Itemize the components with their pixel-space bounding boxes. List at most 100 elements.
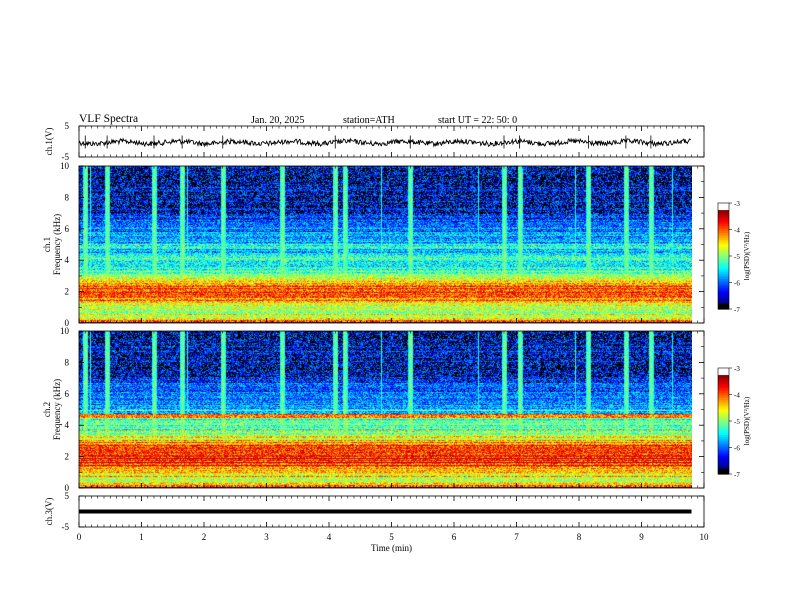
ch2-colorbar-swatch xyxy=(718,452,729,456)
ch2-colorbar-swatch xyxy=(718,461,729,464)
ch1-colorbar-swatch xyxy=(718,213,729,216)
ch1-colorbar-swatch xyxy=(718,217,729,220)
ch2-colorbar-swatch xyxy=(718,387,729,390)
ch1-colorbar-swatch xyxy=(718,210,729,213)
ch3-waveform-ytick-label: 5 xyxy=(65,491,70,501)
ch1-colorbar-swatch xyxy=(718,211,729,215)
x-tick-label: 1 xyxy=(139,532,144,542)
ch2-colorbar-swatch xyxy=(718,375,729,378)
x-tick-label: 6 xyxy=(452,532,457,542)
ch2-colorbar-swatch xyxy=(718,426,729,429)
x-tick-label: 9 xyxy=(639,532,644,542)
ch1-colorbar-swatch xyxy=(718,236,729,239)
ch1-colorbar-swatch xyxy=(718,256,729,259)
ch2-colorbar-swatch xyxy=(718,433,729,436)
ch1-colorbar-swatch xyxy=(718,261,729,264)
ch1-colorbar-swatch xyxy=(718,275,729,278)
ch1-colorbar-swatch xyxy=(718,271,729,275)
x-tick-label: 2 xyxy=(202,532,207,542)
ch2-colorbar-swatch xyxy=(718,443,729,447)
ch2-colorbar-swatch xyxy=(718,373,729,376)
ch3-waveform-ytick-label: -5 xyxy=(62,522,70,532)
ch1-colorbar-swatch xyxy=(718,204,729,208)
x-tick-label: 5 xyxy=(389,532,394,542)
ch2-colorbar-label: log(PSD)(V²/Hz) xyxy=(743,396,751,445)
ch1-colorbar: -3 -4 -5 -6 -7 log(PSD)(V²/Hz) xyxy=(717,200,751,314)
ch1-colorbar-swatch xyxy=(718,286,729,289)
ch1-colorbar-swatch xyxy=(718,247,729,250)
ch1-colorbar-swatch xyxy=(718,270,729,273)
ch1-colorbar-swatch xyxy=(718,233,729,236)
ch1-colorbar-swatch xyxy=(718,280,729,284)
ch2-colorbar-swatch xyxy=(718,405,729,408)
ch1-colorbar-swatch xyxy=(718,203,729,206)
ch1-colorbar-swatch xyxy=(718,266,729,269)
ch1-colorbar-swatch xyxy=(718,257,729,261)
ch2-colorbar-swatch xyxy=(718,403,729,406)
ch1-spectrogram-ytick-label: 6 xyxy=(65,224,70,234)
ch2-colorbar-swatch xyxy=(718,454,729,457)
ch1-colorbar-swatch xyxy=(718,254,729,257)
ch2-colorbar-swatch xyxy=(718,412,729,415)
ch2-spectrogram-image xyxy=(79,331,692,488)
ch2-colorbar-swatch xyxy=(718,447,729,450)
x-tick-label: 10 xyxy=(700,532,710,542)
ch2-colorbar-swatch xyxy=(718,408,729,411)
ch1-colorbar-swatch xyxy=(718,273,729,277)
start-time-label: start UT = 22: 50: 0 xyxy=(438,115,518,126)
ch2-spectrogram-ytick-label: 10 xyxy=(60,326,70,336)
ch1-colorbar-swatch xyxy=(718,208,729,211)
ch1-colorbar-swatch xyxy=(718,238,729,241)
ch2-spectrogram-ytick-label: 4 xyxy=(65,420,70,430)
ch2-colorbar-swatch xyxy=(718,440,729,443)
ch2-colorbar-swatch xyxy=(718,449,729,452)
time-axis: 0 1 2 3 4 5 6 7 8 9 10 Time (min) xyxy=(77,532,709,553)
ch2-colorbar-swatch xyxy=(718,376,729,380)
ch3-waveform-ylabel: ch.3(V) xyxy=(44,498,54,526)
ch2-colorbar-swatch xyxy=(718,369,729,373)
ch1-colorbar-swatch xyxy=(718,222,729,225)
ch1-colorbar-tick-label: -4 xyxy=(734,227,740,235)
ch1-waveform-ytick-label: 5 xyxy=(65,121,70,131)
ch2-colorbar-swatch xyxy=(718,368,729,371)
ch1-colorbar-tick-label: -7 xyxy=(734,306,740,314)
ch1-colorbar-swatch xyxy=(718,241,729,245)
ch1-spectrogram-ytick-label: 2 xyxy=(65,287,70,297)
ch1-colorbar-swatch xyxy=(718,259,729,262)
ch2-colorbar-swatch xyxy=(718,378,729,381)
ch2-colorbar-swatch xyxy=(718,466,729,470)
ch2-colorbar-swatch xyxy=(718,382,729,385)
ch1-colorbar-swatch xyxy=(718,215,729,218)
ch1-spectrogram-panel: 0 2 4 6 8 10 ch.1 Frequency (kHz) xyxy=(42,161,705,328)
ch2-colorbar-swatch xyxy=(718,428,729,431)
ch1-colorbar-swatch xyxy=(718,284,729,287)
ch1-spectrogram-image xyxy=(79,166,692,323)
ch2-colorbar-swatch xyxy=(718,458,729,461)
ch2-colorbar-swatch xyxy=(718,385,729,389)
ch2-colorbar-tick-label: -3 xyxy=(734,365,740,373)
ch2-colorbar-swatch xyxy=(718,389,729,392)
ch2-colorbar-swatch xyxy=(718,401,729,404)
ch1-colorbar-swatch xyxy=(718,305,729,308)
ch1-colorbar-swatch xyxy=(718,224,729,227)
ch2-colorbar-tick-label: -7 xyxy=(734,471,740,479)
ch2-colorbar-swatch xyxy=(718,451,729,454)
ch2-colorbar-swatch xyxy=(718,417,729,420)
ch2-colorbar: -3 -4 -5 -6 -7 log(PSD)(V²/Hz) xyxy=(717,365,751,479)
ch1-colorbar-swatch xyxy=(718,278,729,282)
ch1-waveform-panel: 5 -5 ch.1(V) xyxy=(44,121,705,162)
ch2-colorbar-swatch xyxy=(718,371,729,374)
ch2-colorbar-swatch xyxy=(718,459,729,463)
ch2-colorbar-swatch xyxy=(718,406,729,410)
ch1-colorbar-swatch xyxy=(718,225,729,229)
ch2-spectrogram-ylabel: Frequency (kHz) xyxy=(52,379,62,440)
ch2-colorbar-swatch xyxy=(718,472,729,475)
station-label: station=ATH xyxy=(343,115,395,126)
ch2-colorbar-swatch xyxy=(718,415,729,419)
ch2-colorbar-swatch xyxy=(718,465,729,468)
ch2-spectrogram-ytick-label: 0 xyxy=(65,483,70,493)
ch2-colorbar-swatch xyxy=(718,470,729,473)
ch2-colorbar-swatch xyxy=(718,390,729,394)
ch2-colorbar-swatch xyxy=(718,468,729,472)
